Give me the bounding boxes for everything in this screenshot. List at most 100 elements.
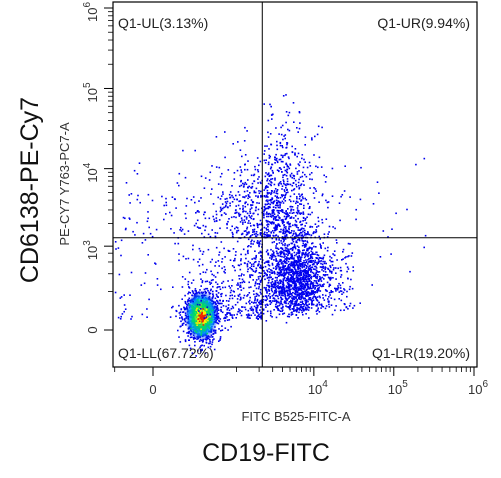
event-dot bbox=[179, 341, 182, 343]
event-dot bbox=[311, 138, 313, 141]
event-dot bbox=[216, 286, 218, 289]
event-dot bbox=[270, 174, 273, 177]
event-dot bbox=[271, 221, 274, 223]
event-dot bbox=[292, 266, 295, 269]
event-dot bbox=[301, 157, 303, 160]
event-dot bbox=[263, 153, 265, 155]
event-dot bbox=[267, 207, 270, 210]
event-dot bbox=[296, 245, 299, 247]
event-dot bbox=[193, 312, 196, 314]
event-dot bbox=[312, 291, 315, 293]
event-dot bbox=[172, 286, 174, 288]
x-tick-label: 106 bbox=[468, 379, 488, 397]
event-dot bbox=[266, 236, 269, 238]
event-dot bbox=[276, 243, 278, 245]
event-dot bbox=[347, 255, 349, 258]
event-dot bbox=[247, 203, 249, 206]
event-dot bbox=[301, 244, 304, 247]
event-dot bbox=[266, 249, 269, 251]
event-dot bbox=[298, 187, 301, 189]
event-dot bbox=[225, 202, 228, 205]
event-dot bbox=[266, 200, 269, 203]
event-dot bbox=[313, 275, 315, 278]
event-dot bbox=[219, 339, 221, 341]
event-dot bbox=[285, 94, 287, 96]
event-dot bbox=[288, 215, 290, 217]
event-dot bbox=[274, 188, 277, 190]
event-dot bbox=[273, 297, 275, 299]
event-dot bbox=[330, 304, 333, 306]
event-dot bbox=[273, 183, 276, 186]
event-dot bbox=[272, 201, 274, 204]
event-dot bbox=[282, 194, 285, 196]
event-dot bbox=[278, 182, 281, 184]
event-dot bbox=[309, 283, 312, 285]
event-dot bbox=[305, 270, 307, 272]
event-dot bbox=[343, 289, 346, 291]
event-dot bbox=[274, 272, 276, 275]
event-dot bbox=[246, 212, 249, 215]
event-dot bbox=[202, 250, 205, 253]
event-dot bbox=[319, 243, 321, 246]
event-dot bbox=[132, 230, 134, 233]
event-dot bbox=[309, 259, 312, 262]
event-dot bbox=[315, 276, 317, 279]
event-dot bbox=[315, 267, 318, 269]
event-dot bbox=[314, 253, 316, 255]
event-dot bbox=[200, 308, 202, 310]
event-dot bbox=[279, 282, 282, 285]
event-dot bbox=[316, 257, 318, 260]
event-dot bbox=[287, 283, 289, 286]
event-dot bbox=[306, 304, 309, 306]
event-dot bbox=[299, 263, 301, 265]
event-dot bbox=[314, 274, 317, 277]
event-dot bbox=[229, 259, 232, 261]
event-dot bbox=[300, 203, 303, 205]
event-dot bbox=[281, 298, 284, 300]
event-dot bbox=[339, 219, 341, 222]
event-dot bbox=[297, 267, 299, 269]
event-dot bbox=[297, 181, 300, 184]
event-dot bbox=[255, 287, 258, 290]
event-dot bbox=[305, 299, 308, 301]
event-dot bbox=[349, 196, 351, 198]
event-dot bbox=[291, 297, 293, 299]
event-dot bbox=[287, 257, 289, 260]
event-dot bbox=[282, 263, 284, 265]
event-dot bbox=[212, 295, 215, 297]
event-dot bbox=[178, 336, 180, 338]
event-dot bbox=[266, 145, 268, 147]
event-dot bbox=[258, 190, 260, 192]
event-dot bbox=[292, 102, 295, 104]
event-dot bbox=[275, 258, 277, 260]
event-dot bbox=[281, 290, 283, 293]
event-dot bbox=[295, 211, 298, 214]
event-dot bbox=[178, 312, 181, 314]
event-dot bbox=[301, 254, 303, 256]
event-dot bbox=[250, 187, 253, 189]
event-dot bbox=[245, 216, 248, 219]
event-dot bbox=[270, 222, 272, 224]
event-dot bbox=[395, 212, 397, 215]
event-dot bbox=[254, 235, 257, 237]
event-dot bbox=[202, 308, 204, 310]
event-dot bbox=[274, 216, 276, 218]
event-dot bbox=[283, 293, 286, 295]
event-dot bbox=[185, 258, 187, 260]
event-dot bbox=[328, 269, 331, 272]
event-dot bbox=[124, 228, 127, 231]
event-dot bbox=[192, 300, 194, 303]
event-dot bbox=[280, 289, 282, 292]
event-dot bbox=[212, 285, 214, 288]
event-dot bbox=[216, 315, 218, 318]
event-dot bbox=[218, 302, 221, 305]
event-dot bbox=[306, 275, 309, 278]
event-dot bbox=[259, 275, 261, 278]
event-dot bbox=[258, 313, 260, 316]
event-dot bbox=[307, 273, 309, 276]
event-dot bbox=[222, 191, 224, 193]
event-dot bbox=[304, 268, 306, 271]
event-dot bbox=[300, 297, 303, 299]
event-dot bbox=[424, 234, 427, 237]
event-dot bbox=[283, 182, 285, 185]
